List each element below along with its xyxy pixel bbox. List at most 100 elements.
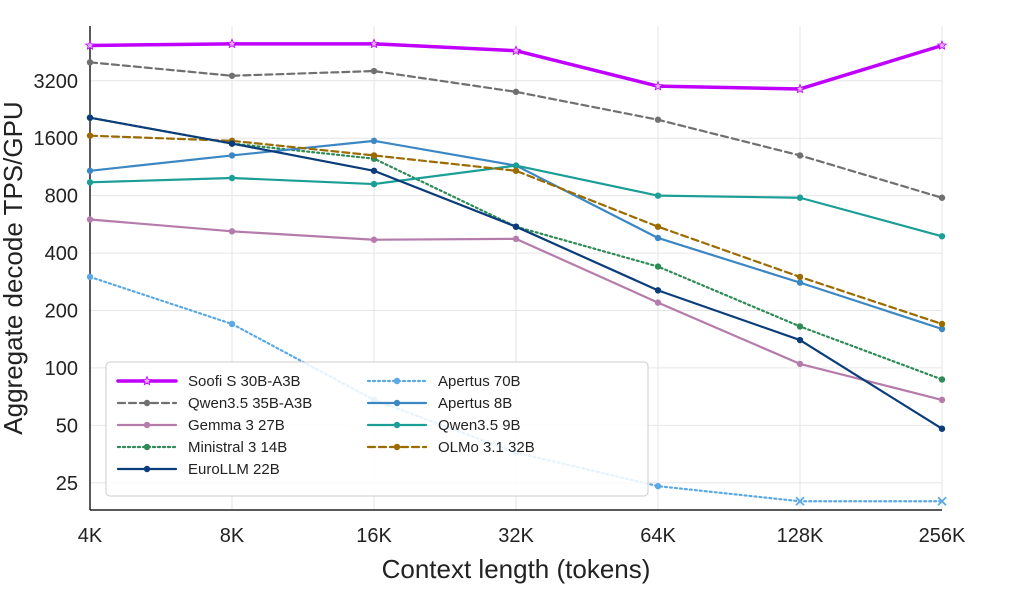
data-point — [938, 376, 946, 383]
y-tick-label: 3200 — [34, 71, 79, 93]
legend-label: Apertus 8B — [438, 395, 512, 412]
data-point — [938, 320, 946, 328]
data-point — [86, 132, 94, 139]
legend-item: Gemma 3 27B — [116, 417, 285, 434]
data-point — [512, 223, 520, 230]
legend-item: Apertus 8B — [366, 395, 512, 412]
data-point — [796, 323, 804, 330]
data-point — [228, 320, 236, 328]
legend-label: Qwen3.5 35B-A3B — [188, 395, 312, 412]
data-point — [86, 114, 94, 121]
legend-label: Qwen3.5 9B — [438, 417, 521, 434]
legend-marker — [393, 377, 401, 385]
y-tick-label: 400 — [45, 243, 78, 265]
data-point — [84, 39, 96, 50]
data-point — [796, 152, 804, 159]
legend-marker — [143, 421, 151, 429]
data-point — [936, 39, 948, 50]
data-point — [370, 167, 378, 174]
x-tick-label: 16K — [356, 525, 392, 547]
legend: Soofi S 30B-A3B Qwen3.5 35B-A3B Gemma 3 27… — [105, 361, 649, 497]
data-point — [937, 496, 947, 506]
y-tick-labels: 25 50 100 200 400 800 1600 3200 — [34, 71, 79, 495]
data-point — [795, 496, 805, 506]
data-point — [86, 216, 94, 223]
data-point — [654, 116, 662, 123]
data-point — [228, 174, 236, 182]
legend-item: Qwen3.5 9B — [366, 417, 521, 434]
y-tick-label: 100 — [45, 358, 78, 380]
data-point — [938, 396, 946, 404]
legend-label: Gemma 3 27B — [188, 417, 285, 434]
data-point — [510, 45, 522, 56]
y-tick-label: 25 — [56, 473, 78, 495]
data-point — [654, 234, 662, 242]
legend-item: Apertus 70B — [366, 373, 521, 390]
data-point — [654, 287, 662, 294]
data-point — [368, 38, 380, 49]
legend-label: OLMo 3.1 32B — [438, 439, 535, 456]
data-point — [938, 233, 946, 240]
legend-marker — [143, 465, 151, 473]
legend-marker — [143, 399, 151, 407]
y-tick-label: 50 — [56, 415, 78, 437]
x-tick-labels: 4K 8K 16K 32K 64K 128K 256K — [78, 525, 966, 547]
legend-box — [105, 361, 649, 497]
y-tick-label: 800 — [45, 186, 78, 208]
data-point — [652, 80, 664, 91]
legend-label: Apertus 70B — [438, 373, 521, 390]
data-point — [228, 140, 236, 147]
x-tick-label: 8K — [220, 525, 245, 547]
legend-marker — [393, 399, 401, 407]
legend-marker — [143, 443, 151, 451]
data-point — [370, 180, 378, 188]
data-point — [796, 194, 804, 201]
axes — [89, 26, 942, 511]
series-qwen3-5-35b-a3b — [86, 59, 946, 201]
data-point — [654, 223, 662, 230]
data-point — [512, 235, 520, 243]
data-point — [512, 88, 520, 96]
data-point — [512, 167, 520, 174]
legend-marker — [393, 443, 401, 451]
y-axis-label: Aggregate decode TPS/GPU — [0, 101, 28, 434]
data-point — [654, 482, 662, 490]
data-point — [938, 425, 946, 432]
data-point — [794, 83, 806, 94]
legend-label: EuroLLM 22B — [188, 461, 280, 478]
data-point — [654, 192, 662, 199]
legend-label: Soofi S 30B-A3B — [188, 373, 301, 390]
legend-item: Soofi S 30B-A3B — [116, 373, 301, 390]
x-axis-label: Context length (tokens) — [382, 554, 651, 584]
series-qwen3-5-9b — [86, 162, 946, 240]
data-point — [512, 162, 520, 169]
series-soofi-s-30b-a3b — [84, 38, 948, 94]
data-point — [86, 273, 94, 281]
data-point — [654, 299, 662, 306]
data-point — [796, 279, 804, 286]
series-eurollm-22b — [86, 114, 946, 432]
data-point — [86, 167, 94, 174]
series-gemma-3-27b — [86, 216, 946, 404]
y-tick-label: 1600 — [34, 128, 79, 150]
x-tick-label: 128K — [777, 525, 824, 547]
data-point — [228, 152, 236, 159]
data-point — [228, 228, 236, 235]
data-point — [228, 72, 236, 79]
data-point — [938, 194, 946, 201]
y-tick-label: 200 — [45, 301, 78, 323]
data-point — [796, 336, 804, 344]
legend-marker — [141, 375, 153, 386]
data-point — [796, 273, 804, 281]
data-point — [796, 360, 804, 368]
x-tick-label: 32K — [498, 525, 534, 547]
data-point — [938, 325, 946, 333]
legend-marker — [393, 421, 401, 429]
data-point — [654, 263, 662, 270]
data-point — [370, 67, 378, 75]
x-tick-label: 4K — [78, 525, 103, 547]
data-point — [370, 236, 378, 243]
x-tick-label: 256K — [919, 525, 966, 547]
legend-item: OLMo 3.1 32B — [366, 439, 535, 456]
